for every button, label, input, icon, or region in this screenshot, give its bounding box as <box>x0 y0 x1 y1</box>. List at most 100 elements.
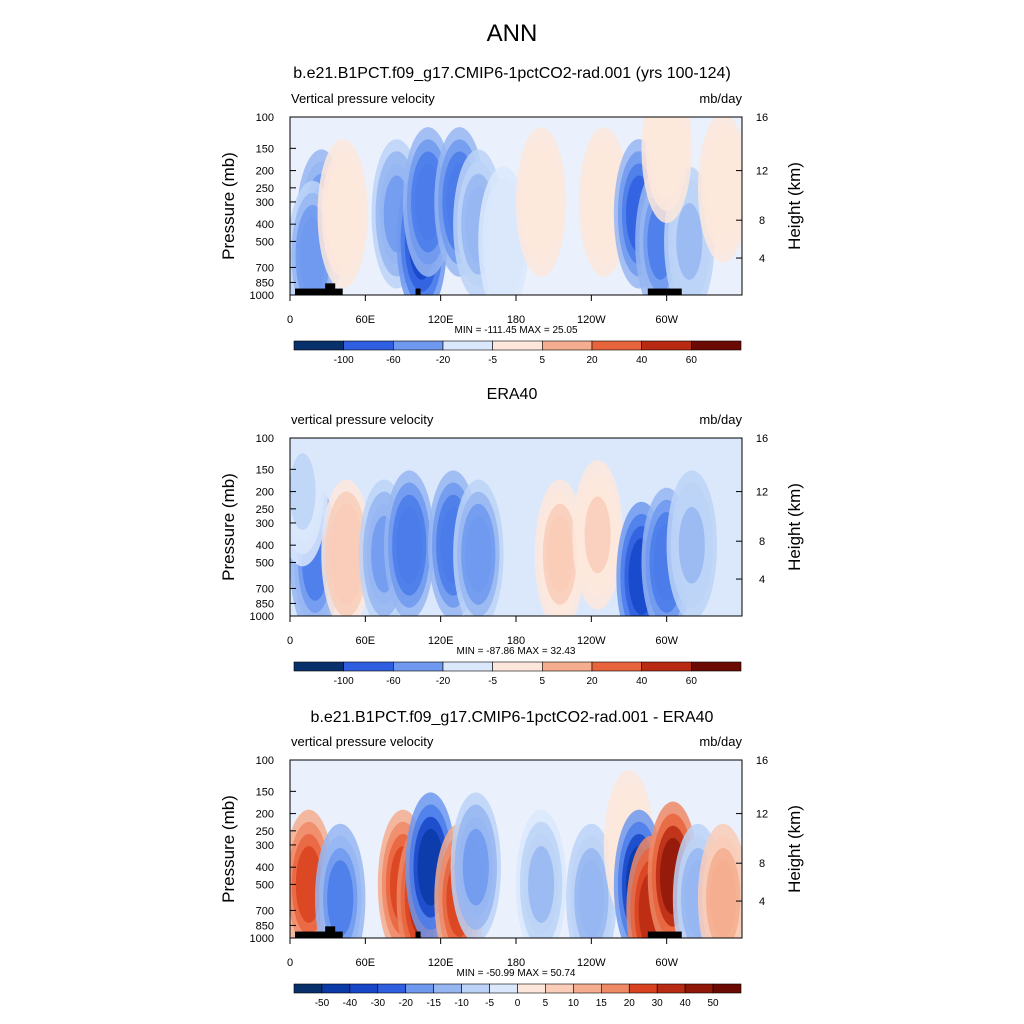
y-tick-label: 150 <box>256 464 274 476</box>
colorbar-box <box>591 661 642 672</box>
y-tick-label: 150 <box>256 143 274 155</box>
heatmap-cell <box>653 117 680 187</box>
y-tick-label: 300 <box>256 518 274 530</box>
x-tick-label: 120E <box>428 957 454 969</box>
colorbar-label: 5 <box>540 355 546 366</box>
orography-mask <box>647 288 682 295</box>
y2-tick-label: 12 <box>756 166 768 178</box>
colorbar-box <box>492 340 543 351</box>
y-tick-label: 1000 <box>250 611 274 623</box>
colorbar-box <box>641 661 692 672</box>
heatmap-cell <box>546 515 573 593</box>
colorbar-label: 50 <box>708 998 720 1009</box>
panel-title: b.e21.B1PCT.f09_g17.CMIP6-1pctCO2-rad.00… <box>311 709 714 726</box>
y2-axis-label: Height (km) <box>785 162 804 250</box>
y-tick-label: 700 <box>256 583 274 595</box>
heatmap-cell <box>462 828 489 906</box>
colorbar-label: -20 <box>399 998 414 1009</box>
heatmap-field <box>290 117 742 295</box>
x-tick-label: 60E <box>356 957 376 969</box>
y2-tick-label: 12 <box>756 487 768 499</box>
colorbar-box <box>573 983 602 994</box>
y2-tick-label: 4 <box>759 253 765 265</box>
x-tick-label: 0 <box>287 314 293 326</box>
x-tick-label: 60E <box>356 635 376 647</box>
y-axis-label: Pressure (mb) <box>219 473 238 581</box>
colorbar-label: -5 <box>485 998 494 1009</box>
panel-left-label: vertical pressure velocity <box>291 734 434 749</box>
y-tick-label: 700 <box>256 262 274 274</box>
x-tick-label: 180 <box>507 957 525 969</box>
y-tick-label: 400 <box>256 219 274 231</box>
orography-mask <box>325 283 336 295</box>
colorbar-label: -60 <box>386 355 401 366</box>
x-tick-label: 180 <box>507 314 525 326</box>
y-tick-label: 100 <box>256 112 274 124</box>
colorbar-label: 20 <box>624 998 636 1009</box>
heatmap-field <box>290 760 742 938</box>
x-tick-label: 0 <box>287 635 293 647</box>
heatmap-cell <box>327 860 354 937</box>
colorbar-label: 30 <box>652 998 664 1009</box>
heatmap-field <box>290 438 742 616</box>
y2-tick-label: 16 <box>756 755 768 767</box>
colorbar-box <box>641 340 692 351</box>
colorbar-label: -10 <box>454 998 469 1009</box>
colorbar-label: -50 <box>315 998 330 1009</box>
colorbar-box <box>405 983 434 994</box>
panel-left-label: vertical pressure velocity <box>291 412 434 427</box>
colorbar-label: 40 <box>680 998 692 1009</box>
x-tick-label: 120E <box>428 314 454 326</box>
colorbar-box <box>656 983 686 994</box>
y-tick-label: 250 <box>256 826 274 838</box>
heatmap-cell <box>415 163 442 241</box>
colorbar-label: -100 <box>334 355 354 366</box>
colorbar-box <box>461 983 490 994</box>
colorbar-label: 40 <box>636 676 648 687</box>
colorbar-label: -15 <box>426 998 441 1009</box>
min-max-stats: MIN = -87.86 MAX = 32.43 <box>457 646 576 657</box>
y-tick-label: 300 <box>256 840 274 852</box>
colorbar-label: -5 <box>488 355 497 366</box>
y-tick-label: 850 <box>256 920 274 932</box>
colorbar-box <box>684 983 714 994</box>
colorbar-box <box>517 983 546 994</box>
heatmap-cell <box>490 203 517 280</box>
colorbar-box <box>591 340 642 351</box>
heatmap-cell <box>333 515 360 593</box>
colorbar-label: 60 <box>686 355 698 366</box>
heatmap-cell <box>528 163 555 241</box>
heatmap-cell <box>290 453 316 530</box>
colorbar-box <box>492 661 543 672</box>
y-tick-label: 300 <box>256 197 274 209</box>
orography-mask <box>647 931 682 938</box>
heatmap-cell <box>578 860 605 937</box>
heatmap-cell <box>528 846 555 923</box>
colorbar-box <box>542 340 593 351</box>
colorbar-label: -100 <box>334 676 354 687</box>
colorbar-label: -5 <box>488 676 497 687</box>
y2-tick-label: 16 <box>756 112 768 124</box>
heatmap-cell <box>710 149 737 227</box>
colorbar-label: 5 <box>543 998 549 1009</box>
colorbar-box <box>489 983 518 994</box>
y2-tick-label: 8 <box>759 536 765 548</box>
orography-mask <box>295 288 343 295</box>
y-tick-label: 850 <box>256 598 274 610</box>
orography-mask <box>415 931 421 938</box>
colorbar-label: 60 <box>686 676 698 687</box>
colorbar-box <box>433 983 462 994</box>
y2-tick-label: 8 <box>759 215 765 227</box>
colorbar-box <box>542 661 593 672</box>
colorbar-box <box>377 983 407 994</box>
panel-units-label: mb/day <box>699 734 742 749</box>
colorbar-box <box>628 983 658 994</box>
colorbar-label: -20 <box>436 355 451 366</box>
panel-title: ERA40 <box>487 386 538 403</box>
colorbar-box <box>712 983 742 994</box>
min-max-stats: MIN = -50.99 MAX = 50.74 <box>457 968 576 979</box>
colorbar-label: 40 <box>636 355 648 366</box>
colorbar-box <box>349 983 379 994</box>
y-tick-label: 250 <box>256 504 274 516</box>
